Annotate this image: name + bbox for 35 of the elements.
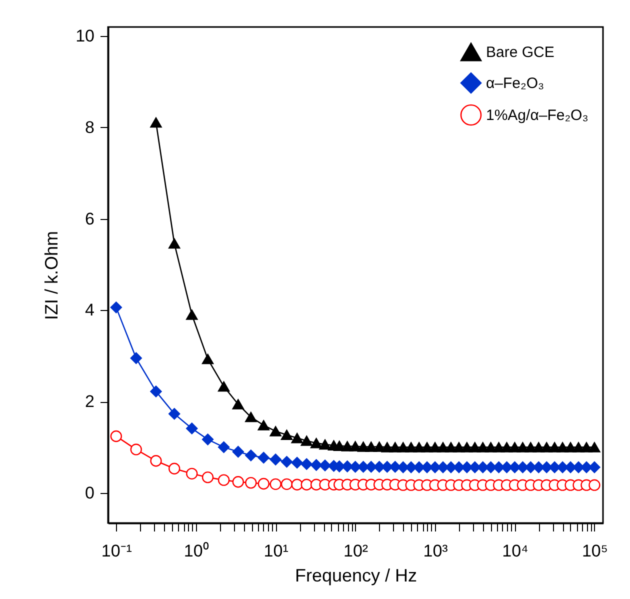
point xyxy=(588,479,600,491)
point xyxy=(469,442,481,452)
x-tick-label: 10⁻¹ xyxy=(101,542,132,560)
y-tick-label: 10 xyxy=(76,26,94,46)
point xyxy=(580,442,592,452)
y-tick-label: 2 xyxy=(85,392,94,412)
legend-label: Bare GCE xyxy=(486,44,554,61)
x-tick-label: 10² xyxy=(344,542,368,560)
x-axis-title: Frequency / Hz xyxy=(294,566,418,586)
y-axis-title: IZI / k.Ohm xyxy=(42,230,62,320)
point xyxy=(461,442,473,452)
x-tick-label: 10⁰ xyxy=(184,542,209,560)
y-tick-label: 6 xyxy=(85,209,94,228)
point xyxy=(310,459,322,471)
y-tick-label: 8 xyxy=(85,118,94,137)
point xyxy=(437,442,449,452)
point xyxy=(453,442,465,452)
legend-label: 1%Ag/α–Fe₂O₃ xyxy=(486,107,588,124)
point xyxy=(300,478,312,490)
point xyxy=(484,442,497,452)
point xyxy=(588,442,600,452)
point xyxy=(477,442,489,452)
point xyxy=(365,442,377,452)
point xyxy=(300,458,312,470)
point xyxy=(445,442,457,452)
y-tick-label: 0 xyxy=(85,483,94,502)
x-tick-label: 10¹ xyxy=(264,542,289,560)
x-tick-label: 10⁵ xyxy=(582,542,608,560)
y-tick-label: 4 xyxy=(85,300,94,320)
point xyxy=(341,441,354,452)
point xyxy=(300,436,312,446)
x-tick-label: 10³ xyxy=(423,542,448,560)
point xyxy=(310,438,322,448)
legend-label: α–Fe₂O₃ xyxy=(486,75,544,92)
x-tick-label: 10⁴ xyxy=(502,542,528,560)
